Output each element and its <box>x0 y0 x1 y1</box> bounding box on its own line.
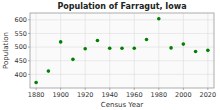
tick-label-y: 500 <box>15 43 27 51</box>
grid-line-x <box>183 13 184 88</box>
grid-line-y <box>30 74 214 75</box>
point <box>157 17 161 21</box>
grid-line-y <box>30 33 214 34</box>
grid-line-x <box>36 13 37 88</box>
plot-frame <box>30 13 214 88</box>
plot-area <box>30 13 214 88</box>
tick-label-x: 1880 <box>28 91 45 99</box>
point <box>169 46 173 50</box>
points <box>34 17 209 84</box>
point <box>96 39 100 43</box>
point <box>120 46 124 50</box>
grid-line-x <box>158 13 159 88</box>
title: Population of Farragut, Iowa <box>57 2 186 11</box>
point <box>145 38 149 42</box>
grid-line-x <box>134 13 135 88</box>
tick-label-y: 550 <box>15 30 27 38</box>
y-axis-label: Population <box>2 32 10 69</box>
point <box>34 81 38 85</box>
tick-label-x: 1980 <box>151 91 168 99</box>
tick-label-x: 1960 <box>126 91 143 99</box>
tick-label-y: 450 <box>15 57 27 65</box>
tick-label-x: 2000 <box>175 91 192 99</box>
point <box>132 46 136 50</box>
point <box>71 58 75 62</box>
point <box>194 50 198 54</box>
tick-label-x: 1920 <box>77 91 94 99</box>
point <box>206 49 210 53</box>
tick-label-x: 1940 <box>101 91 118 99</box>
tick-label-y: 600 <box>15 16 27 24</box>
chart: 400 450 500 550 600 1880 1900 1920 1940 1960 1980 2… <box>0 0 220 110</box>
tick-y <box>28 47 30 48</box>
tick-label-y: 400 <box>15 71 27 79</box>
tick-y <box>28 19 30 20</box>
grid-line-x <box>109 13 110 88</box>
point <box>47 69 51 73</box>
tick-label-x: 1900 <box>52 91 69 99</box>
tick-label-x: 2020 <box>200 91 217 99</box>
tick-y <box>28 60 30 61</box>
tick-y <box>28 33 30 34</box>
tick-y <box>28 74 30 75</box>
point <box>182 42 186 46</box>
grid-line-y <box>30 19 214 20</box>
x-axis-label: Census Year <box>101 101 144 109</box>
grid-line-x <box>60 13 61 88</box>
point <box>108 46 112 50</box>
grid-line-y <box>30 60 214 61</box>
point <box>59 40 63 44</box>
point <box>83 47 87 51</box>
